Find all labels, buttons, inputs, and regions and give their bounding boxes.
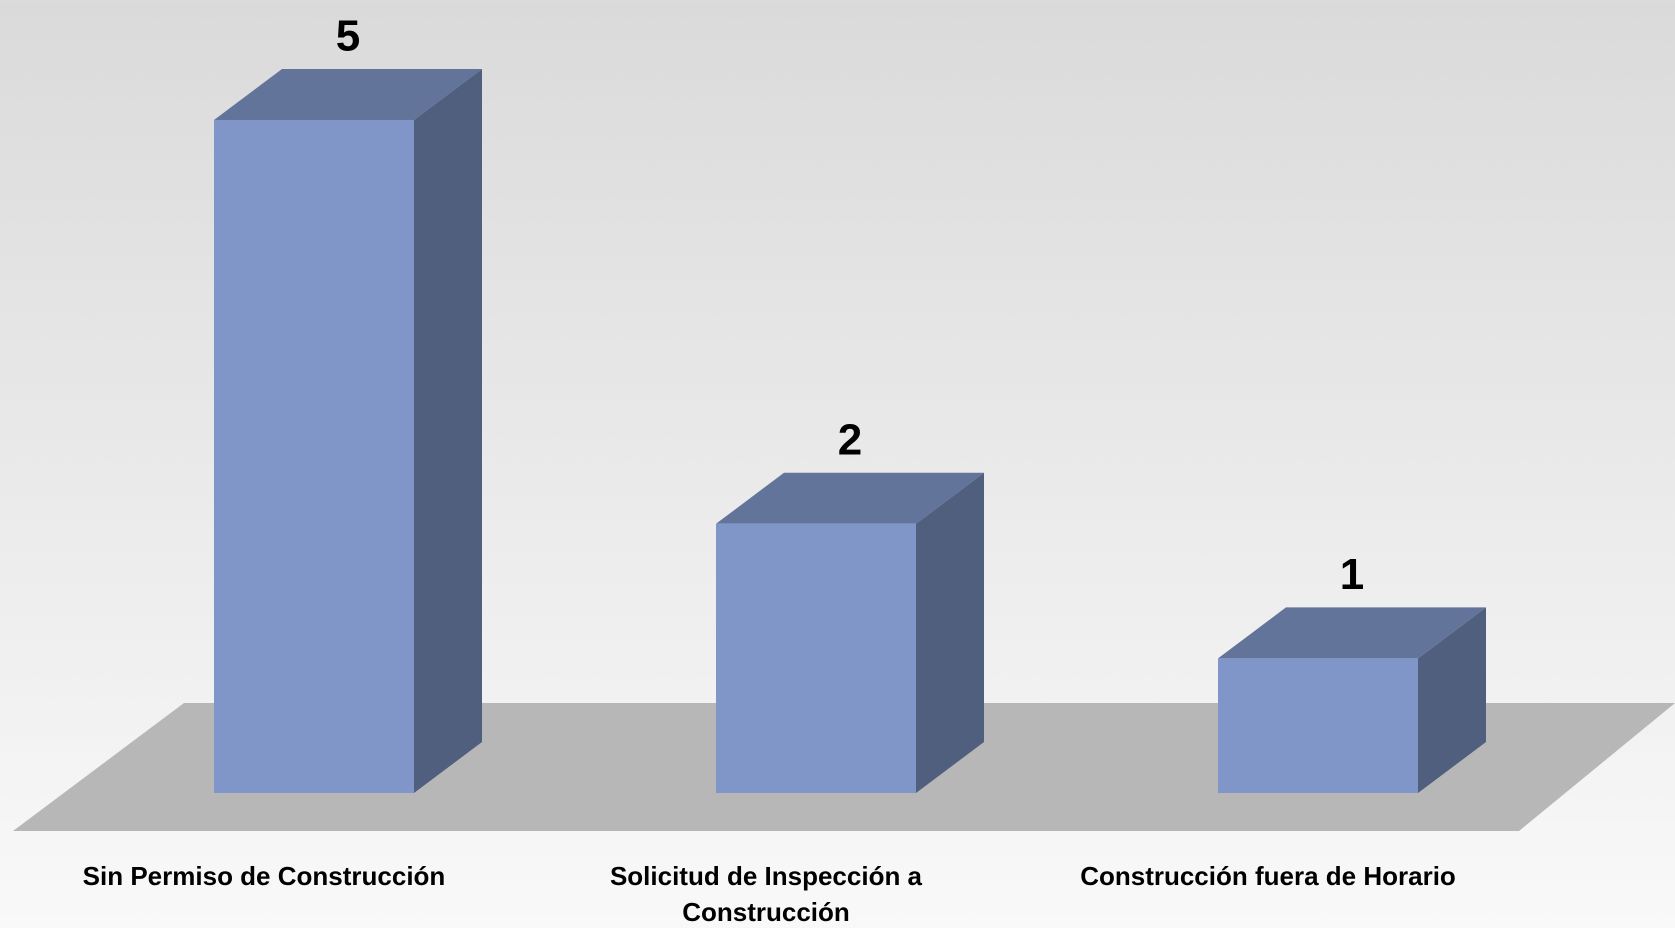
bar [214, 69, 482, 793]
value-label: 2 [838, 415, 862, 464]
bar-top [716, 472, 984, 524]
value-label: 1 [1340, 550, 1364, 599]
category-label: Sin Permiso de Construcción [82, 861, 446, 891]
bar-top [1218, 607, 1486, 659]
bar-top [214, 69, 482, 120]
bar-side [1418, 607, 1486, 793]
value-label: 5 [336, 12, 360, 61]
bar [716, 472, 984, 793]
bar-front [1218, 658, 1418, 793]
category-label: Construcción fuera de Horario [1080, 861, 1456, 891]
bar-side [916, 472, 984, 793]
bar [1218, 607, 1486, 793]
bar-front [214, 120, 414, 793]
bar-front [716, 523, 916, 793]
category-label: Solicitud de Inspección a Construcción [609, 861, 923, 927]
bar-side [414, 69, 482, 793]
